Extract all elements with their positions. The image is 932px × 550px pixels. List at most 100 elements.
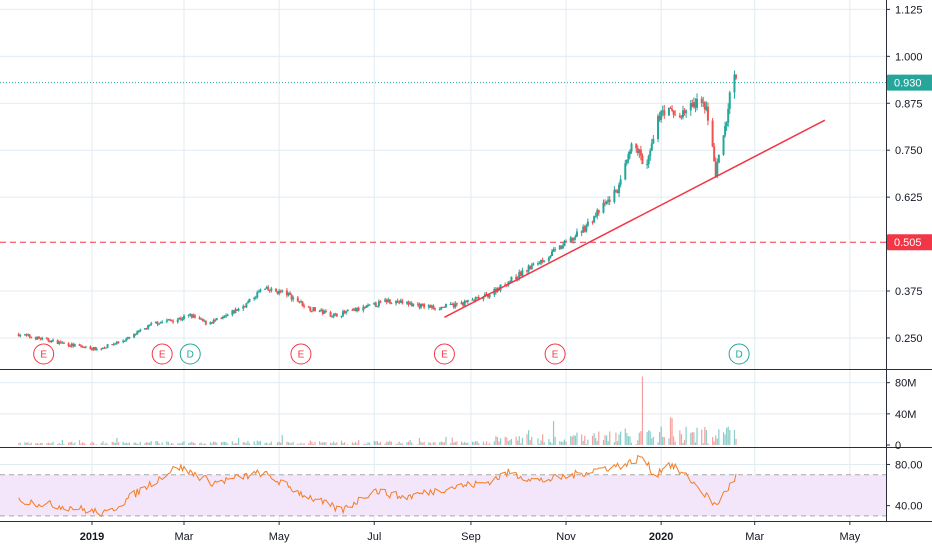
- candle-body: [663, 110, 666, 116]
- candle-body: [672, 110, 675, 115]
- volume-bar: [167, 441, 170, 445]
- volume-axis[interactable]: 80M 40M 0: [886, 378, 916, 452]
- candle-body: [335, 313, 338, 317]
- volume-bar: [576, 432, 578, 445]
- candle-body: [215, 318, 218, 321]
- volume-bar: [474, 441, 477, 445]
- candle-body: [538, 263, 541, 265]
- candle-body: [95, 348, 98, 351]
- price-candles: [17, 70, 737, 351]
- candle-body: [36, 336, 39, 340]
- candle-body: [248, 298, 251, 303]
- volume-bar: [529, 440, 531, 445]
- volume-bar: [289, 442, 291, 445]
- volume-bar: [515, 436, 517, 445]
- volume-bar: [58, 443, 60, 445]
- volume-bar: [467, 442, 469, 445]
- candle-body: [725, 122, 728, 127]
- volume-bar: [200, 442, 202, 445]
- candle-body: [73, 344, 76, 347]
- candle-body: [145, 328, 148, 330]
- candle-body: [190, 313, 193, 318]
- volume-bar: [549, 441, 552, 445]
- candle-body: [460, 302, 463, 305]
- candle-body: [19, 335, 22, 337]
- volume-bar: [308, 443, 310, 445]
- volume-bar: [518, 436, 520, 445]
- candle-body: [307, 306, 310, 308]
- candle-body: [270, 288, 273, 291]
- candle-body: [106, 344, 109, 348]
- candle-body: [257, 291, 260, 293]
- candle-body: [711, 120, 714, 147]
- candle-body: [285, 290, 288, 296]
- volume-bar: [127, 443, 129, 445]
- volume-bar: [133, 442, 135, 445]
- volume-bar: [716, 438, 718, 445]
- volume-bar: [373, 440, 375, 445]
- volume-bar: [671, 418, 673, 445]
- candle-body: [569, 237, 572, 243]
- candle-body: [430, 305, 433, 308]
- volume-bar: [117, 442, 120, 445]
- volume-bar: [713, 441, 715, 445]
- volume-bar: [378, 442, 380, 445]
- candle-body: [685, 110, 688, 114]
- trend-line[interactable]: [444, 119, 826, 318]
- volume-bar: [180, 443, 182, 445]
- volume-bar: [398, 441, 400, 445]
- candle-body: [176, 319, 179, 323]
- candle-body: [320, 309, 323, 312]
- candle-body: [345, 311, 348, 313]
- candle-body: [671, 108, 674, 111]
- candle-body: [168, 319, 171, 321]
- candle-body: [103, 347, 106, 349]
- candle-body: [733, 74, 736, 93]
- candle-body: [234, 309, 237, 314]
- volume-bar: [269, 443, 271, 445]
- candle-body: [593, 216, 596, 223]
- volume-bar: [395, 444, 397, 445]
- candle-body: [287, 292, 290, 296]
- price-axis-tick-label: 0.375: [895, 286, 923, 298]
- volume-bar: [170, 443, 173, 445]
- volume-bar: [521, 437, 523, 445]
- volume-bar: [450, 443, 452, 445]
- candle-body: [290, 294, 293, 300]
- volume-bar: [722, 432, 725, 445]
- candle-body: [455, 303, 458, 305]
- time-axis[interactable]: 2019 Mar May Jul Sep Nov 2020 Mar May: [80, 521, 861, 543]
- candle-body: [225, 315, 228, 317]
- volume-bar: [624, 428, 626, 445]
- event-marker-letter: D: [187, 350, 194, 361]
- candle-body: [139, 329, 142, 332]
- candle-body: [41, 337, 44, 340]
- volume-bar: [85, 444, 87, 445]
- candle-body: [226, 314, 229, 316]
- price-axis[interactable]: 1.125 1.000 0.875 0.750 0.625 0.375 0.250: [886, 4, 923, 345]
- candle-body: [521, 270, 524, 277]
- candle-body: [483, 294, 486, 297]
- candle-body: [296, 297, 299, 302]
- candle-body: [70, 343, 73, 347]
- event-marker-letter: D: [736, 350, 743, 361]
- candle-body: [440, 306, 443, 310]
- event-marker-circle: [290, 343, 312, 365]
- volume-bar: [420, 441, 422, 445]
- volume-bar: [314, 441, 316, 445]
- rsi-axis[interactable]: 80.00 40.00: [886, 459, 923, 513]
- candle-body: [549, 255, 552, 258]
- candle-body: [128, 337, 131, 339]
- candle-body: [352, 308, 355, 311]
- volume-bar: [351, 442, 354, 445]
- candle-body: [619, 179, 622, 185]
- volume-bar: [320, 443, 322, 445]
- candle-body: [727, 108, 730, 123]
- candle-body: [575, 231, 578, 237]
- candle-body: [580, 231, 583, 233]
- volume-bar: [105, 442, 107, 445]
- volume-bar: [421, 442, 424, 445]
- volume-bar: [331, 443, 333, 445]
- candle-body: [134, 333, 137, 335]
- candle-body: [89, 346, 92, 350]
